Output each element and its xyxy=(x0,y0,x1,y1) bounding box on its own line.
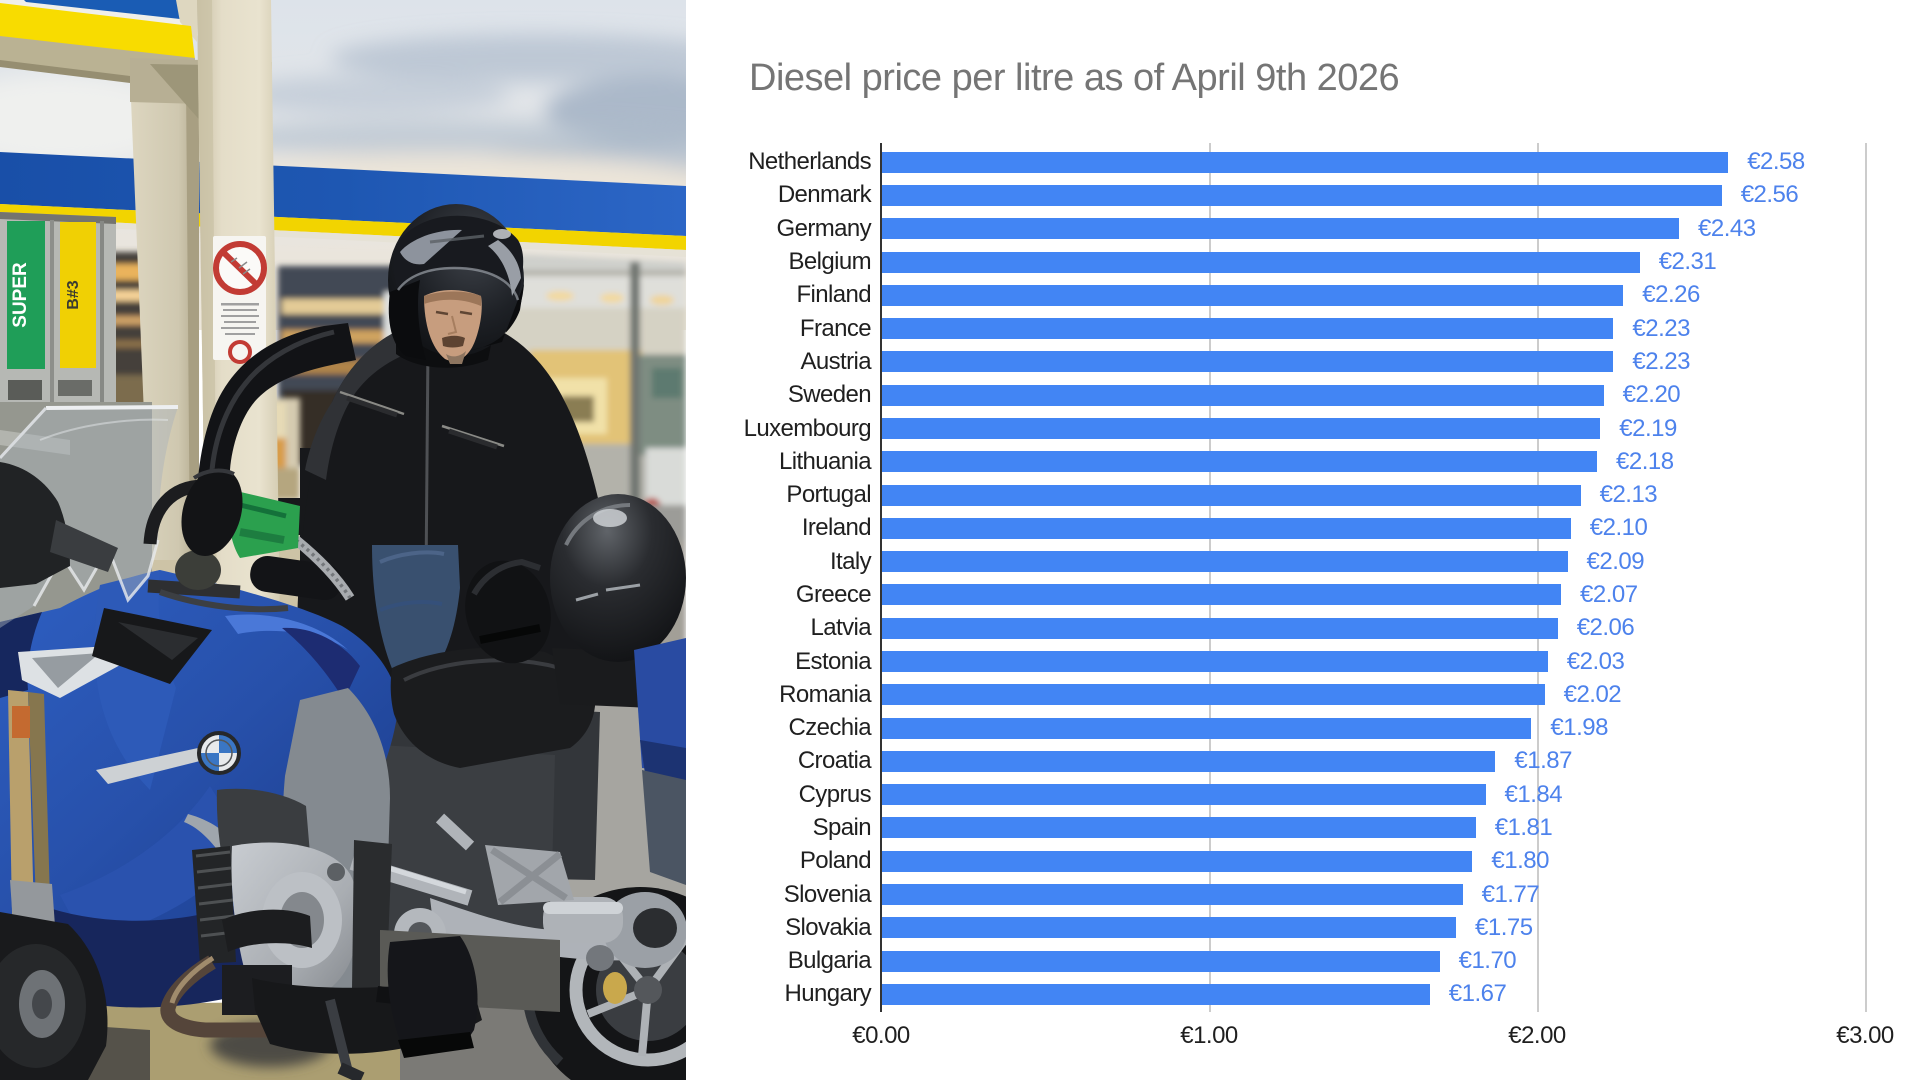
svg-text:SUPER: SUPER xyxy=(10,262,31,328)
svg-text:B#3: B#3 xyxy=(65,280,82,309)
